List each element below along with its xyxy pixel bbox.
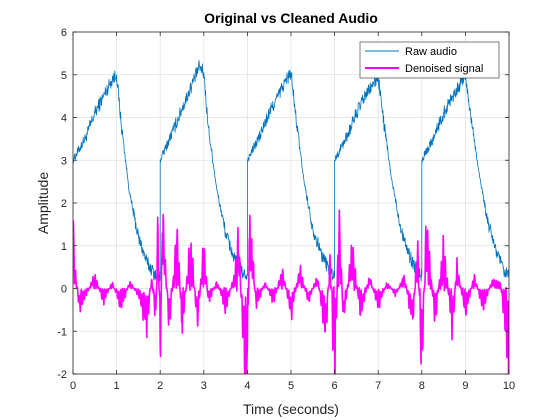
series-layer — [73, 60, 509, 374]
y-tick-label: 0 — [61, 284, 67, 296]
x-tick-label: 8 — [419, 380, 425, 392]
x-axis-label: Time (seconds) — [243, 401, 339, 417]
y-tick-label: 3 — [61, 155, 67, 167]
series-raw-audio — [73, 60, 509, 282]
chart-title: Original vs Cleaned Audio — [204, 10, 378, 26]
legend: Raw audio Denoised signal — [359, 41, 500, 79]
x-tick-label: 3 — [201, 380, 207, 392]
x-tick-label: 6 — [332, 380, 338, 392]
tick-marks: 0 1 2 3 4 5 6 7 8 9 10 -2 -1 0 1 2 3 4 5 6 — [57, 27, 515, 392]
y-axis-label: Amplitude — [35, 172, 51, 234]
x-tick-label: 4 — [244, 380, 250, 392]
y-tick-label: -1 — [57, 326, 67, 338]
x-tick-label: 2 — [157, 380, 163, 392]
y-tick-label: 4 — [61, 113, 67, 125]
y-tick-label: 6 — [61, 27, 67, 39]
y-tick-label: 2 — [61, 198, 67, 210]
legend-label-raw-audio: Raw audio — [405, 46, 457, 58]
x-tick-label: 0 — [70, 380, 76, 392]
y-tick-label: -2 — [57, 369, 67, 381]
x-tick-label: 1 — [114, 380, 120, 392]
y-tick-label: 1 — [61, 241, 67, 253]
x-tick-label: 5 — [288, 380, 294, 392]
x-tick-label: 7 — [375, 380, 381, 392]
legend-label-denoised-signal: Denoised signal — [405, 63, 483, 75]
x-tick-label: 10 — [503, 380, 515, 392]
y-tick-label: 5 — [61, 70, 67, 82]
legend-box — [359, 41, 500, 79]
series-denoised-signal — [73, 209, 509, 374]
x-tick-label: 9 — [462, 380, 468, 392]
